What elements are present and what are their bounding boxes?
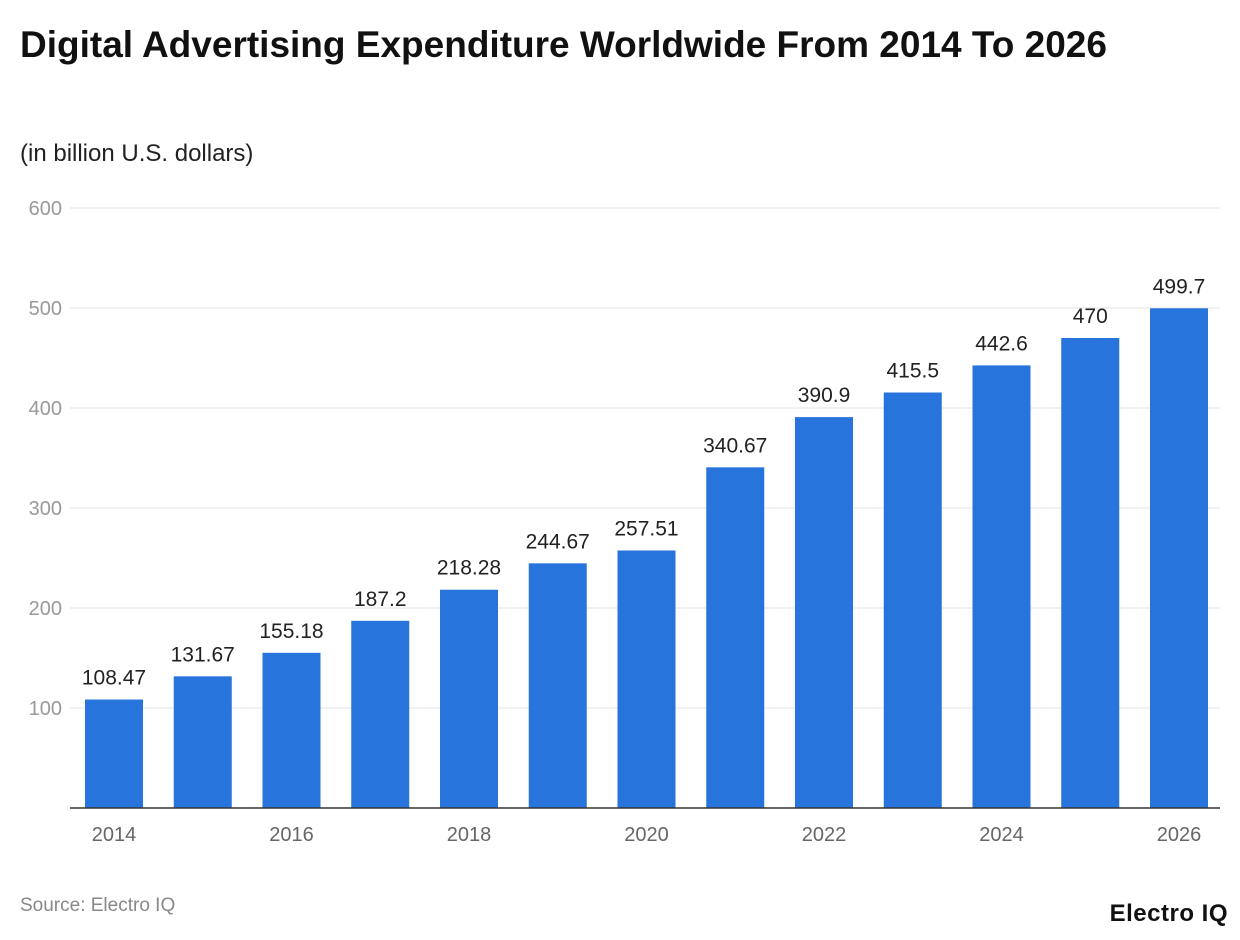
bar-2020 [617,550,676,808]
bar-2021 [706,467,765,808]
bar-2018 [440,589,498,808]
bar-2025 [1061,338,1120,808]
bar-2024 [972,365,1031,808]
bar-2023 [883,392,942,808]
data-label: 257.51 [614,517,678,540]
bar-2017 [351,620,410,808]
y-tick-label: 500 [29,298,62,320]
bar-2019 [528,563,587,808]
x-tick-label: 2018 [447,824,492,846]
x-tick-label: 2026 [1157,824,1202,846]
x-tick-label: 2022 [802,824,847,846]
data-label: 390.9 [798,384,851,407]
y-tick-label: 300 [29,498,62,520]
bar-2022 [795,417,853,808]
bar-2015 [173,676,232,808]
data-label: 340.67 [703,434,767,457]
y-tick-label: 200 [29,598,62,620]
chart-title: Digital Advertising Expenditure Worldwid… [20,24,1107,65]
chart-subtitle: (in billion U.S. dollars) [20,140,254,167]
data-label: 470 [1073,305,1108,328]
data-label: 244.67 [526,530,590,553]
y-tick-label: 600 [29,198,62,220]
source-note: Source: Electro IQ [20,895,176,916]
brand-logo: Electro IQ [1109,900,1228,927]
y-tick-label: 100 [29,698,62,720]
data-label: 155.18 [259,620,323,643]
data-label: 131.67 [171,643,235,666]
x-tick-label: 2016 [269,824,314,846]
data-label: 218.28 [437,557,501,580]
x-tick-label: 2024 [979,824,1024,846]
data-label: 187.2 [354,588,407,611]
bar-2026 [1150,308,1208,808]
bar-2016 [262,652,321,808]
bar-2014 [85,699,143,808]
data-label: 415.5 [886,360,939,383]
data-label: 499.7 [1153,275,1206,298]
y-tick-label: 400 [29,398,62,420]
data-label: 442.6 [975,332,1028,355]
x-tick-label: 2020 [624,824,669,846]
data-label: 108.47 [82,667,146,690]
x-tick-label: 2014 [92,824,137,846]
